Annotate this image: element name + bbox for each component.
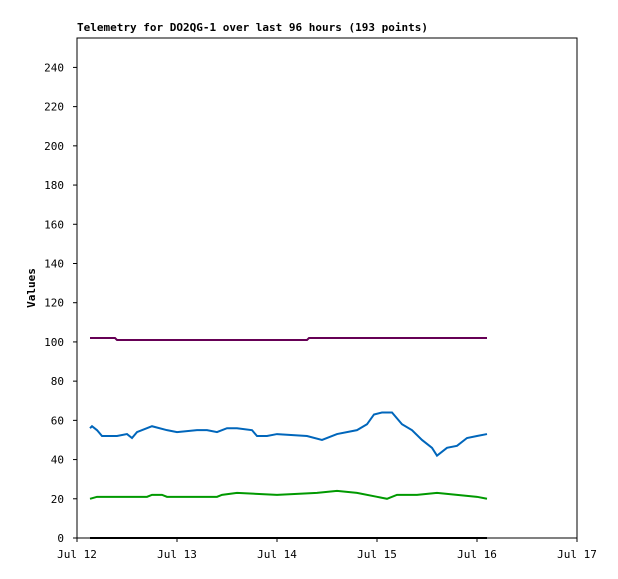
y-tick-label: 0 — [57, 532, 64, 545]
y-tick-label: 200 — [44, 140, 64, 153]
y-tick-label: 100 — [44, 336, 64, 349]
y-tick-label: 240 — [44, 61, 64, 74]
y-tick-label: 180 — [44, 179, 64, 192]
plot-frame — [76, 37, 578, 539]
chart-title: Telemetry for DO2QG-1 over last 96 hours… — [77, 21, 428, 34]
series-line — [89, 411, 488, 458]
y-tick-label: 80 — [51, 375, 64, 388]
x-tick-label: Jul 14 — [257, 548, 297, 561]
y-tick-label: 60 — [51, 414, 64, 427]
series-line — [90, 337, 487, 341]
x-tick-label: Jul 16 — [457, 548, 497, 561]
y-tick-label: 40 — [51, 454, 64, 467]
y-tick-label: 160 — [44, 218, 64, 231]
x-tick-label: Jul 17 — [557, 548, 597, 561]
y-tick-label: 120 — [44, 297, 64, 310]
x-tick-label: Jul 13 — [157, 548, 197, 561]
y-tick-label: 140 — [44, 257, 64, 270]
y-tick-label: 220 — [44, 101, 64, 114]
x-tick-label: Jul 12 — [57, 548, 97, 561]
series-line — [89, 489, 488, 500]
x-tick-label: Jul 15 — [357, 548, 397, 561]
y-tick-label: 20 — [51, 493, 64, 506]
y-axis-label: Values — [25, 268, 38, 308]
